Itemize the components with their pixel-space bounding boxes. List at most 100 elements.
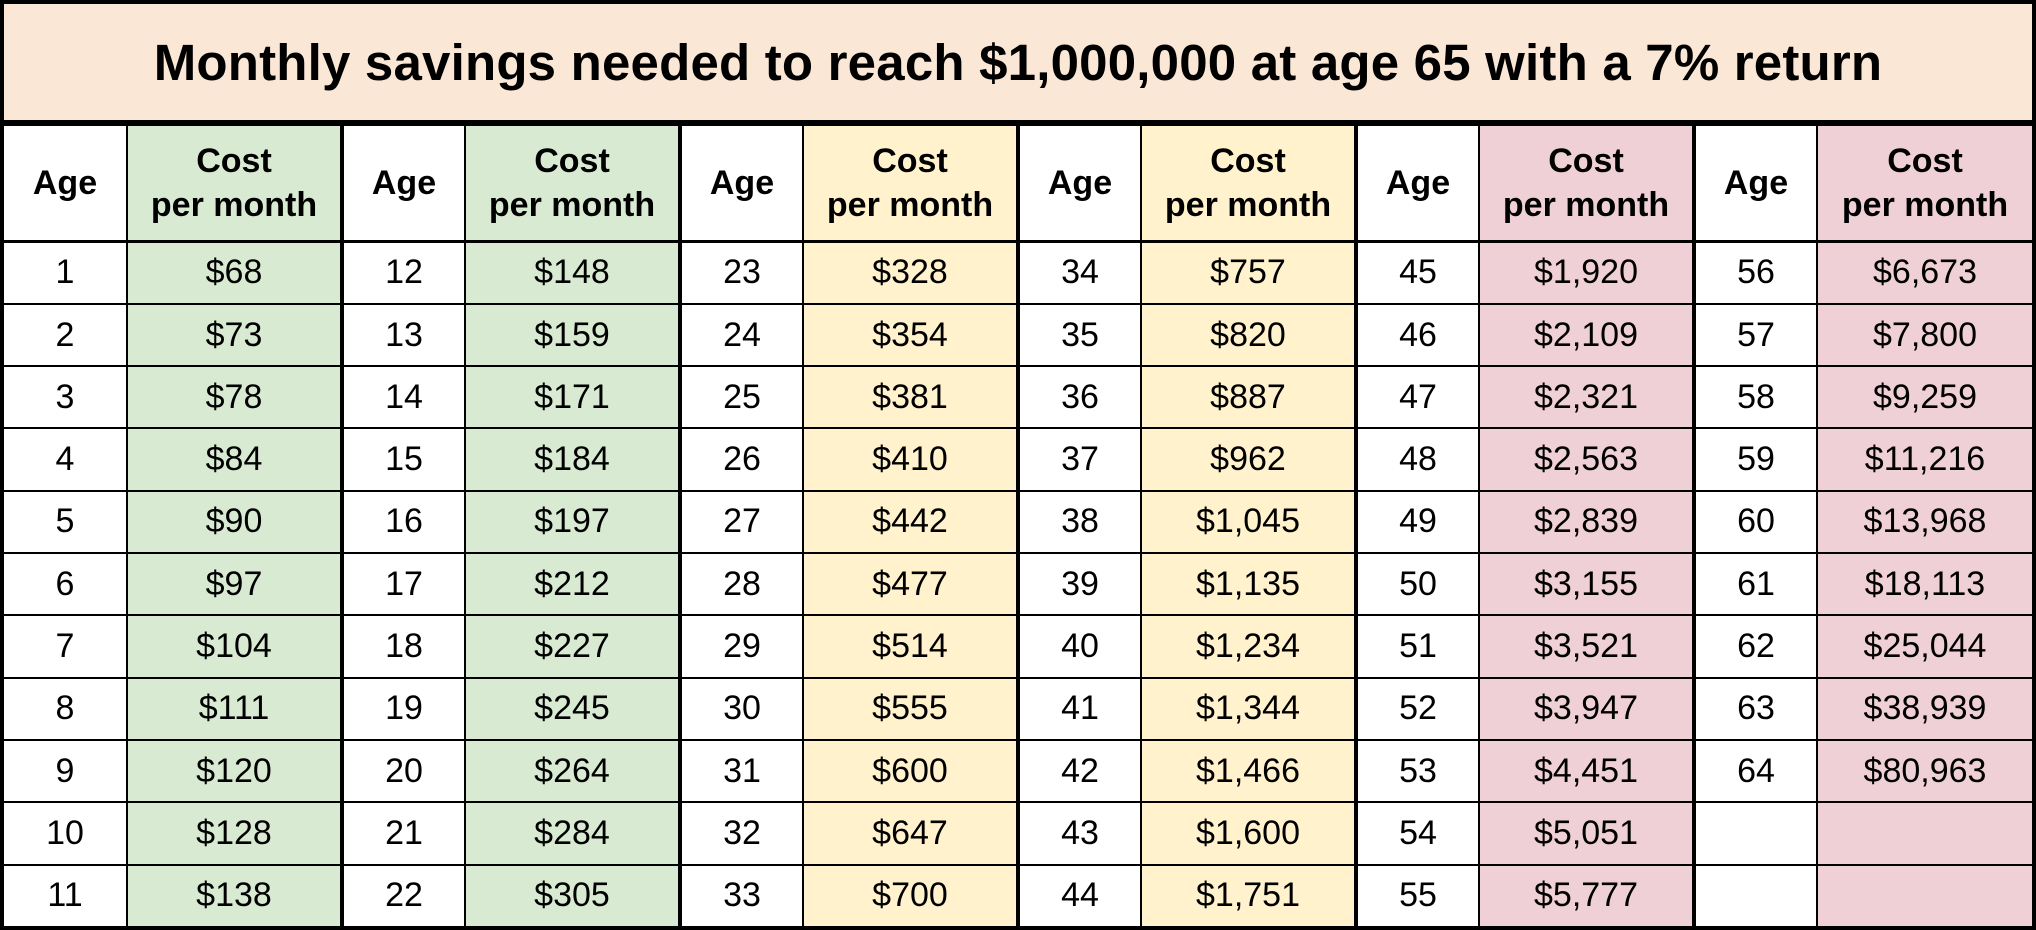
age-column-header: Age <box>1692 123 1818 243</box>
cost-cell: $78 <box>126 365 343 430</box>
cost-cell: $1,751 <box>1140 863 1357 926</box>
page-title: Monthly savings needed to reach $1,000,0… <box>4 4 2032 124</box>
age-column-header: Age <box>4 123 128 243</box>
cost-cell: $25,044 <box>1816 614 2032 679</box>
table-row: 8 $111 19 $245 30 $555 41 $1,344 52 $3,947 63 $38,9… <box>4 676 2032 741</box>
age-cell: 34 <box>1016 240 1142 305</box>
cost-cell <box>1816 863 2032 926</box>
cost-cell: $284 <box>464 801 681 866</box>
cost-cell: $305 <box>464 863 681 926</box>
age-cell <box>1692 863 1818 926</box>
age-cell: 21 <box>340 801 466 866</box>
cost-header-line-2: per month <box>1502 185 1670 224</box>
cost-cell: $97 <box>126 552 343 617</box>
age-cell: 13 <box>340 302 466 368</box>
cost-cell: $1,466 <box>1140 738 1357 804</box>
age-cell: 30 <box>678 676 804 741</box>
cost-cell: $354 <box>802 302 1019 368</box>
cost-cell: $18,113 <box>1816 552 2032 617</box>
cost-cell: $1,344 <box>1140 676 1357 741</box>
age-cell: 4 <box>4 427 128 492</box>
table-row: 7 $104 18 $227 29 $514 40 $1,234 51 $3,521 62 $25,0… <box>4 614 2032 679</box>
age-cell: 43 <box>1016 801 1142 866</box>
cost-cell: $245 <box>464 676 681 741</box>
cost-cell: $9,259 <box>1816 365 2032 430</box>
age-cell: 2 <box>4 302 128 368</box>
age-cell: 41 <box>1016 676 1142 741</box>
age-cell: 8 <box>4 676 128 741</box>
cost-cell: $1,920 <box>1478 240 1695 305</box>
cost-cell: $3,521 <box>1478 614 1695 679</box>
table-row: 2 $73 13 $159 24 $354 35 $820 46 $2,109 57 $7,800 <box>4 302 2032 368</box>
cost-cell: $1,234 <box>1140 614 1357 679</box>
cost-cell: $2,109 <box>1478 302 1695 368</box>
age-cell: 56 <box>1692 240 1818 305</box>
age-cell: 1 <box>4 240 128 305</box>
cost-cell: $555 <box>802 676 1019 741</box>
cost-cell: $381 <box>802 365 1019 430</box>
savings-table: Age Cost per month Age Cost per month Age Cost p… <box>4 123 2032 926</box>
cost-column-header: Cost per month <box>1140 123 1357 243</box>
table-row: 10 $128 21 $284 32 $647 43 $1,600 54 $5,051 <box>4 801 2032 866</box>
age-cell: 27 <box>678 489 804 555</box>
age-cell: 5 <box>4 489 128 555</box>
table-row: 5 $90 16 $197 27 $442 38 $1,045 49 $2,839 60 $13,96… <box>4 489 2032 555</box>
age-cell: 60 <box>1692 489 1818 555</box>
age-cell: 32 <box>678 801 804 866</box>
age-cell: 51 <box>1354 614 1480 679</box>
cost-column-header: Cost per month <box>802 123 1019 243</box>
age-cell: 20 <box>340 738 466 804</box>
cost-header-line-1: Cost <box>534 141 610 180</box>
cost-column-header: Cost per month <box>126 123 343 243</box>
cost-cell: $1,600 <box>1140 801 1357 866</box>
age-column-header: Age <box>678 123 804 243</box>
cost-cell: $2,321 <box>1478 365 1695 430</box>
age-cell: 38 <box>1016 489 1142 555</box>
age-column-header: Age <box>340 123 466 243</box>
age-cell: 29 <box>678 614 804 679</box>
cost-cell: $328 <box>802 240 1019 305</box>
age-cell: 18 <box>340 614 466 679</box>
cost-cell: $171 <box>464 365 681 430</box>
cost-header-line-1: Cost <box>196 141 272 180</box>
cost-cell: $227 <box>464 614 681 679</box>
cost-header-line-2: per month <box>150 185 318 224</box>
age-cell <box>1692 801 1818 866</box>
cost-column-header: Cost per month <box>1816 123 2032 243</box>
age-cell: 53 <box>1354 738 1480 804</box>
age-cell: 14 <box>340 365 466 430</box>
cost-cell: $6,673 <box>1816 240 2032 305</box>
age-cell: 15 <box>340 427 466 492</box>
cost-cell: $700 <box>802 863 1019 926</box>
age-cell: 16 <box>340 489 466 555</box>
cost-cell: $887 <box>1140 365 1357 430</box>
age-cell: 33 <box>678 863 804 926</box>
age-cell: 10 <box>4 801 128 866</box>
age-cell: 45 <box>1354 240 1480 305</box>
age-cell: 22 <box>340 863 466 926</box>
cost-cell: $138 <box>126 863 343 926</box>
age-cell: 17 <box>340 552 466 617</box>
age-cell: 31 <box>678 738 804 804</box>
age-cell: 23 <box>678 240 804 305</box>
age-cell: 47 <box>1354 365 1480 430</box>
age-column-header: Age <box>1016 123 1142 243</box>
table-row: 11 $138 22 $305 33 $700 44 $1,751 55 $5,777 <box>4 863 2032 926</box>
cost-header-line-1: Cost <box>872 141 948 180</box>
age-column-header: Age <box>1354 123 1480 243</box>
age-cell: 50 <box>1354 552 1480 617</box>
cost-cell: $5,051 <box>1478 801 1695 866</box>
cost-cell <box>1816 801 2032 866</box>
age-cell: 39 <box>1016 552 1142 617</box>
age-cell: 11 <box>4 863 128 926</box>
cost-cell: $264 <box>464 738 681 804</box>
cost-cell: $4,451 <box>1478 738 1695 804</box>
cost-cell: $514 <box>802 614 1019 679</box>
cost-cell: $73 <box>126 302 343 368</box>
age-cell: 35 <box>1016 302 1142 368</box>
cost-cell: $3,155 <box>1478 552 1695 617</box>
cost-cell: $820 <box>1140 302 1357 368</box>
age-cell: 28 <box>678 552 804 617</box>
age-cell: 6 <box>4 552 128 617</box>
